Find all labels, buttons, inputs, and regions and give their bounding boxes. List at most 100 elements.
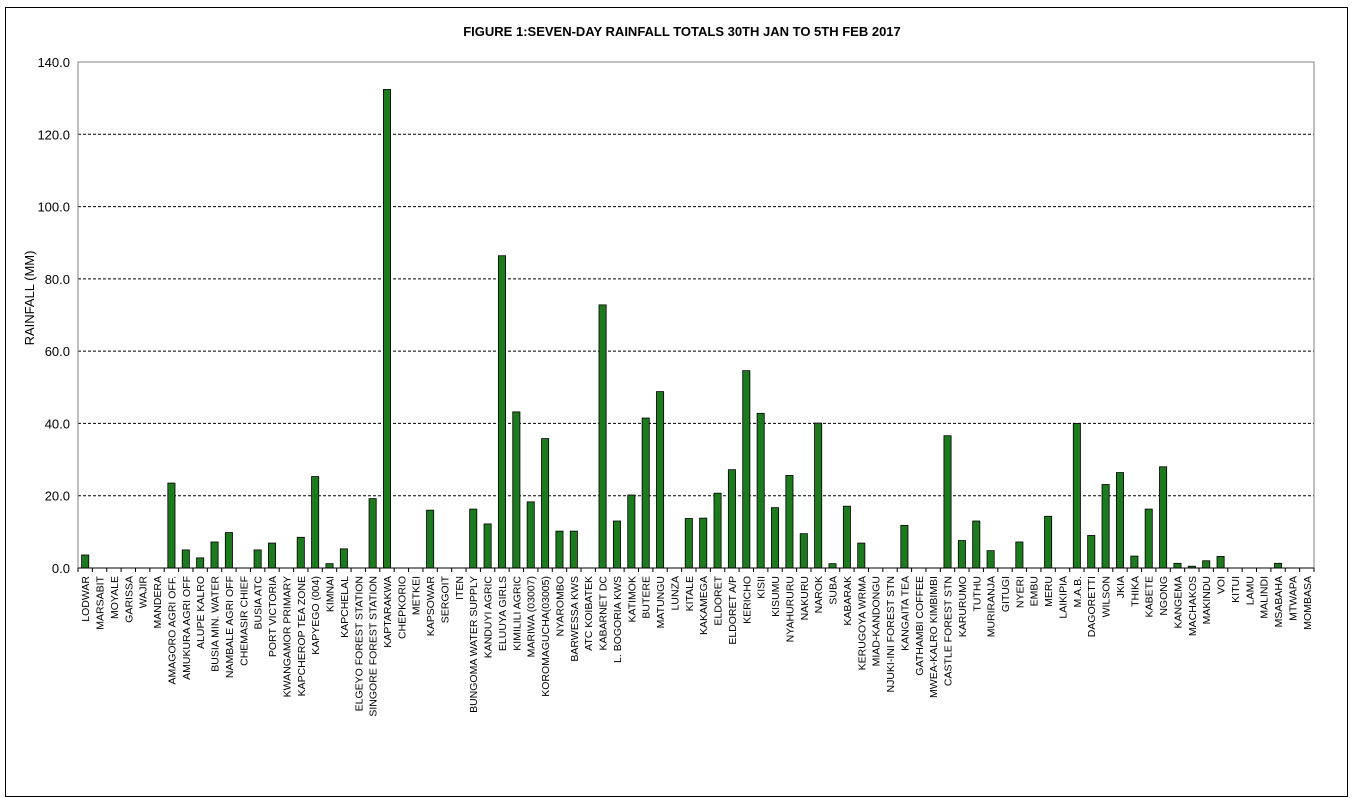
category-label: KABARAK [842,576,854,626]
bar-meru [1044,515,1053,569]
category-label: KISUMU [770,576,782,617]
category-label: MANDERA [152,576,164,629]
category-label: BARWESSA KWS [569,576,581,662]
bar-kitale [684,518,693,569]
bar-kapchelal [339,548,348,569]
category-label: KWANGAMOR PRIMARY [281,576,293,697]
category-label: MACHAKOS [1187,576,1199,636]
category-label: NYAROMBO [554,576,566,636]
y-tick-label: 140.0 [37,55,70,70]
y-tick-label: 20.0 [45,489,70,504]
bar-singore-forest-station [368,498,377,569]
bar-kangaita-tea [900,524,909,569]
bar-kimilili-agric [512,411,521,569]
category-label: EMBU [1029,576,1041,606]
bar-suba [828,563,837,569]
category-label: JKIA [1115,576,1127,598]
bar-amagoro-agri-off [167,482,176,569]
category-label: NYAHURURU [784,576,796,642]
category-label: BUNGOMA WATER SUPPLY [468,576,480,713]
bar-nyahururu [785,475,794,569]
category-label: ITEN [454,576,466,600]
category-label: NJUKI-INI FOREST STN [885,576,897,692]
category-label: KITALE [684,576,696,611]
category-label: MARIWA (03007) [526,576,538,657]
bar-katimok [627,494,636,569]
category-label: KANGEMA [1172,576,1184,629]
category-label: KAPSOWAR [425,576,437,637]
category-label: KAPYEGO (004) [310,576,322,655]
bar-ngong [1159,466,1168,569]
category-label: KAPCHEROP TEA ZONE [296,576,308,696]
category-label: PORT VICTORIA [267,576,279,657]
category-label: BUSIA ATC [253,576,265,630]
y-tick-label: 40.0 [45,416,70,431]
category-label: NAROK [813,576,825,613]
bar-butere [641,417,650,569]
category-label: TUTHU [971,576,983,612]
bar-kabete [1144,508,1153,569]
bar-muriranja [986,550,995,569]
category-label: BUSIA MIN. WATER [210,576,222,672]
category-label: KIMILILI AGRIC [511,576,523,651]
chart-title: FIGURE 1:SEVEN-DAY RAINFALL TOTALS 30TH … [463,24,901,39]
bar-alupe-kalro [196,557,205,569]
bar-busia-min-water [210,541,219,569]
category-label: MTWAPA [1287,576,1299,621]
bar-koromagucha-03005 [541,438,550,569]
bar-eldoret-a-p [727,469,736,569]
category-label: MIAD-KANDONGU [871,576,883,666]
bar-kangema [1173,562,1182,569]
category-label: LAMU [1244,576,1256,605]
bar-barwessa-kws [569,530,578,569]
category-label: MWEA-KALRO KIMBIMBI [928,576,940,698]
y-tick-label: 0.0 [52,561,70,576]
bar-narok [814,422,823,569]
category-label: METKEI [411,576,423,615]
bar-kapcherop-tea-zone [296,536,305,569]
category-label: KERICHO [741,576,753,624]
category-label: KABARNET DC [598,576,610,651]
category-label: WILSON [1101,576,1113,617]
category-label: LAIKIPIA [1057,576,1069,619]
category-label: ELDORET A/P [727,576,739,645]
category-label: MOYALE [109,576,121,619]
bar-matungu [656,391,665,569]
bar-kericho [742,370,751,569]
chart-frame: FIGURE 1:SEVEN-DAY RAINFALL TOTALS 30TH … [5,7,1348,797]
category-label: MARSABIT [95,575,107,629]
bar-kanduyi-agric [483,523,492,569]
category-label: NAMBALE AGRI OFF [224,576,236,678]
gridlines [78,61,1314,497]
category-label: CHEMASIR CHIEF [238,576,250,666]
y-tick-label: 60.0 [45,344,70,359]
y-tick-label: 80.0 [45,272,70,287]
bar-castle-forest-stn [943,435,952,569]
bar-nyarombo [555,530,564,569]
category-label: CHEPKORIO [396,576,408,639]
plot-area-border [77,61,1315,569]
category-label: KITUI [1230,576,1242,603]
category-label: AMAGORO AGRI OFF. [166,576,178,685]
category-label: MURIRANJA [986,576,998,637]
bar-makindu [1202,560,1211,569]
category-label: NYERI [1014,576,1026,608]
category-label: MATUNGU [655,576,667,628]
bars [81,89,1283,569]
category-label: ELDORET [713,575,725,625]
bar-lodwar [81,554,90,569]
category-label: SERGOIT [439,575,451,623]
category-label: MOMBASA [1302,576,1314,630]
category-label: KERUGOYA WRMA [856,576,868,670]
category-label: SUBA [828,576,840,605]
bar-port-victoria [268,542,277,569]
category-label: KATIMOK [626,576,638,622]
category-label: VOI [1216,576,1228,594]
bar-tuthu [972,520,981,569]
category-label: KOROMAGUCHA(03005) [540,576,552,697]
bar-m-a-b [1072,423,1081,569]
bar-amukura-agri-off [181,549,190,569]
category-label: ATC KOIBATEK [583,576,595,651]
category-label: NAKURU [799,576,811,620]
category-label: KANDUYI AGRIC [483,576,495,659]
